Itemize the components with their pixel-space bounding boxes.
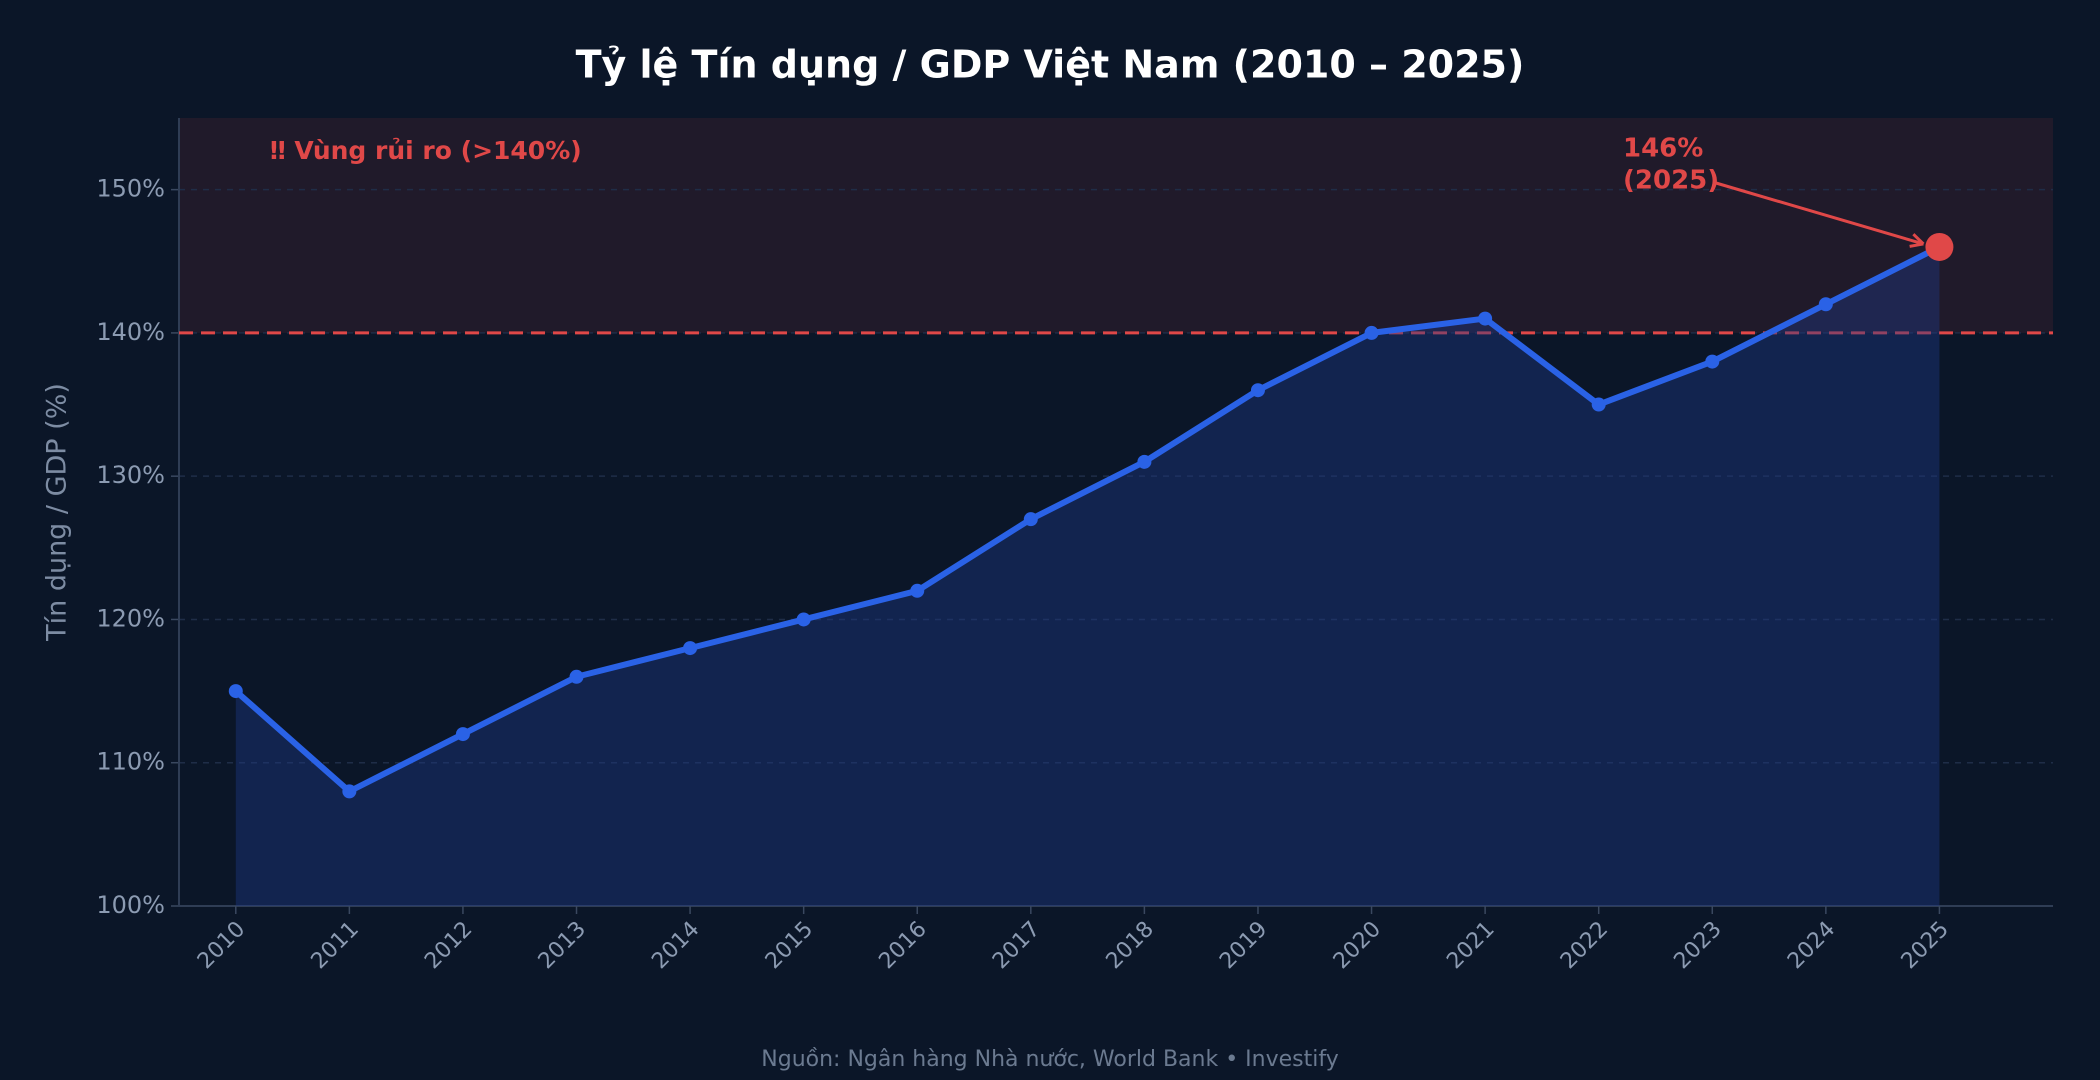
y-tick-label: 110% bbox=[96, 748, 165, 776]
chart-title: Tỷ lệ Tín dụng / GDP Việt Nam (2010 – 20… bbox=[576, 43, 1525, 87]
highlight-point bbox=[1925, 232, 1954, 261]
area bbox=[235, 246, 1940, 907]
y-tick-label: 130% bbox=[96, 461, 165, 489]
annotation-arrow bbox=[1715, 181, 1924, 246]
point bbox=[455, 727, 470, 742]
point bbox=[1137, 454, 1152, 469]
annotation-text: 146% bbox=[1623, 134, 1703, 164]
point bbox=[1591, 397, 1606, 412]
annotation-text: (2025) bbox=[1623, 166, 1719, 196]
point bbox=[1705, 354, 1720, 369]
point bbox=[569, 669, 584, 684]
y-tick-label: 120% bbox=[96, 604, 165, 632]
y-axis-label: Tín dụng / GDP (%) bbox=[42, 383, 73, 642]
point bbox=[796, 612, 811, 627]
point bbox=[683, 641, 698, 656]
point bbox=[1023, 512, 1038, 527]
y-tick-label: 140% bbox=[96, 318, 165, 346]
point bbox=[228, 684, 243, 699]
point bbox=[910, 583, 925, 598]
y-tick-label: 150% bbox=[96, 175, 165, 203]
y-tick-label: 100% bbox=[96, 891, 165, 919]
point bbox=[1364, 325, 1379, 340]
risk-zone bbox=[179, 118, 2053, 333]
point bbox=[1250, 383, 1265, 398]
threshold-label: ‼ Vùng rủi ro (>140%) bbox=[270, 136, 582, 165]
source-note: Nguồn: Ngân hàng Nhà nước, World Bank • … bbox=[761, 1047, 1338, 1072]
point bbox=[342, 784, 357, 799]
annotation-arrowhead bbox=[1909, 233, 1925, 248]
point bbox=[1818, 297, 1833, 312]
point bbox=[1478, 311, 1493, 326]
line bbox=[233, 244, 1941, 795]
